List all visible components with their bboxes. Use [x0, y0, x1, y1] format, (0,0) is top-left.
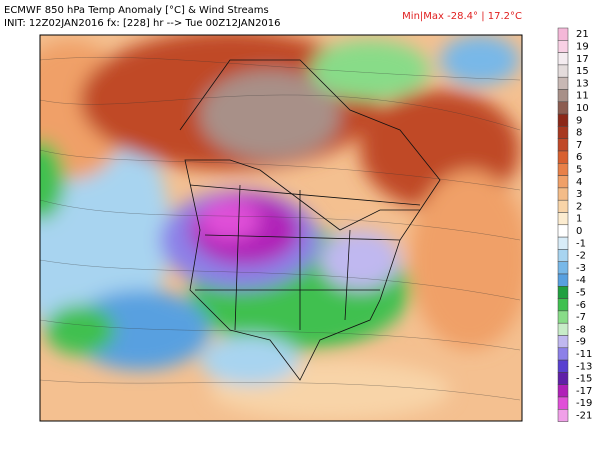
colorbar-label: 10 [576, 103, 589, 114]
colorbar-cell [557, 236, 569, 250]
colorbar-cell [557, 76, 569, 90]
colorbar-label: 4 [576, 177, 582, 188]
colorbar-label: 17 [576, 54, 589, 65]
colorbar-cell [557, 101, 569, 115]
colorbar-cell [557, 261, 569, 275]
colorbar-label: -6 [576, 300, 586, 311]
colorbar-cell [557, 409, 569, 422]
colorbar-cell [557, 298, 569, 312]
colorbar-label: -5 [576, 287, 586, 298]
colorbar-cell [557, 310, 569, 324]
colorbar-cell [557, 64, 569, 78]
colorbar-cell [557, 138, 569, 152]
colorbar-label: -2 [576, 251, 586, 262]
colorbar-cell [557, 163, 569, 176]
colorbar-cell [557, 372, 569, 385]
colorbar-cell [557, 150, 569, 164]
colorbar-cell [557, 187, 569, 201]
colorbar-cell [557, 52, 569, 66]
colorbar-cell [557, 347, 569, 361]
colorbar-label: -17 [576, 386, 592, 397]
colorbar-cell [557, 249, 569, 262]
colorbar-cell [557, 359, 569, 373]
colorbar-cell [557, 113, 569, 127]
colorbar-cell [557, 126, 569, 139]
colorbar-label: 15 [576, 66, 589, 77]
colorbar-label: 1 [576, 214, 582, 225]
colorbar-label: 8 [576, 128, 582, 139]
colorbar-cell [557, 335, 569, 349]
colorbar-label: -7 [576, 312, 586, 323]
colorbar-label: -15 [576, 374, 592, 385]
colorbar-label: 7 [576, 140, 582, 151]
colorbar-cell [557, 212, 569, 226]
colorbar-label: 9 [576, 115, 582, 126]
colorbar-cell [557, 384, 569, 398]
colorbar-label: 19 [576, 41, 589, 52]
colorbar-label: -4 [576, 275, 586, 286]
colorbar-label: -9 [576, 337, 586, 348]
colorbar-label: -11 [576, 349, 592, 360]
colorbar-cell [557, 27, 569, 41]
colorbar-label: 6 [576, 152, 582, 163]
colorbar: 211917151311109876543210-1-2-3-4-5-6-7-8… [557, 27, 592, 422]
colorbar-label: 13 [576, 78, 589, 89]
colorbar-label: 21 [576, 29, 589, 40]
map-frame [39, 34, 523, 422]
colorbar-cell [557, 322, 569, 336]
min-max: Min|Max -28.4° | 17.2°C [402, 11, 522, 22]
colorbar-label: -1 [576, 238, 586, 249]
colorbar-cell [557, 273, 569, 287]
colorbar-label: 5 [576, 164, 582, 175]
colorbar-label: 3 [576, 189, 582, 200]
colorbar-label: 2 [576, 201, 582, 212]
colorbar-label: -13 [576, 361, 592, 372]
colorbar-cell [557, 224, 569, 238]
map [40, 35, 522, 421]
colorbar-label: -19 [576, 398, 592, 409]
colorbar-label: -3 [576, 263, 586, 274]
colorbar-cell [557, 199, 569, 213]
colorbar-cell [557, 40, 569, 53]
colorbar-label: 0 [576, 226, 582, 237]
colorbar-cell [557, 286, 569, 299]
colorbar-label: -21 [576, 410, 592, 421]
colorbar-cell [557, 89, 569, 103]
colorbar-cell [557, 175, 569, 189]
colorbar-label: -8 [576, 324, 586, 335]
init-time: INIT: 12Z02JAN2016 fx: [228] hr --> Tue … [4, 18, 281, 29]
title: ECMWF 850 hPa Temp Anomaly [°C] & Wind S… [4, 5, 269, 16]
colorbar-cell [557, 396, 569, 410]
colorbar-label: 11 [576, 91, 589, 102]
